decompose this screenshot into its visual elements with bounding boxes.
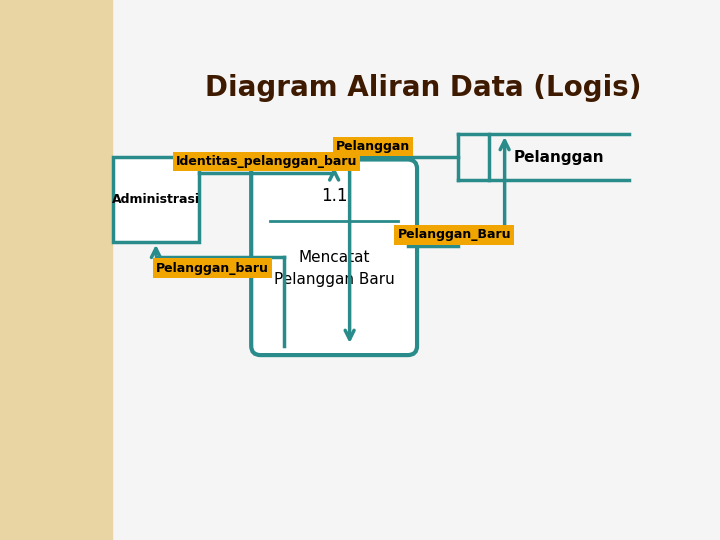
Text: Diagram Aliran Data (Logis): Diagram Aliran Data (Logis) (205, 74, 642, 102)
Text: Pelanggan_Baru: Pelanggan_Baru (397, 228, 511, 241)
Text: Identitas_pelanggan_baru: Identitas_pelanggan_baru (176, 156, 357, 168)
Text: Pelanggan: Pelanggan (513, 150, 604, 165)
Text: Pelanggan: Pelanggan (336, 140, 410, 153)
FancyBboxPatch shape (251, 159, 417, 355)
Text: Pelanggan_baru: Pelanggan_baru (156, 261, 269, 274)
Text: 1.1: 1.1 (321, 187, 347, 205)
FancyBboxPatch shape (113, 157, 199, 242)
Text: Administrasi: Administrasi (112, 193, 200, 206)
Text: Mencatat
Pelanggan Baru: Mencatat Pelanggan Baru (274, 250, 395, 287)
